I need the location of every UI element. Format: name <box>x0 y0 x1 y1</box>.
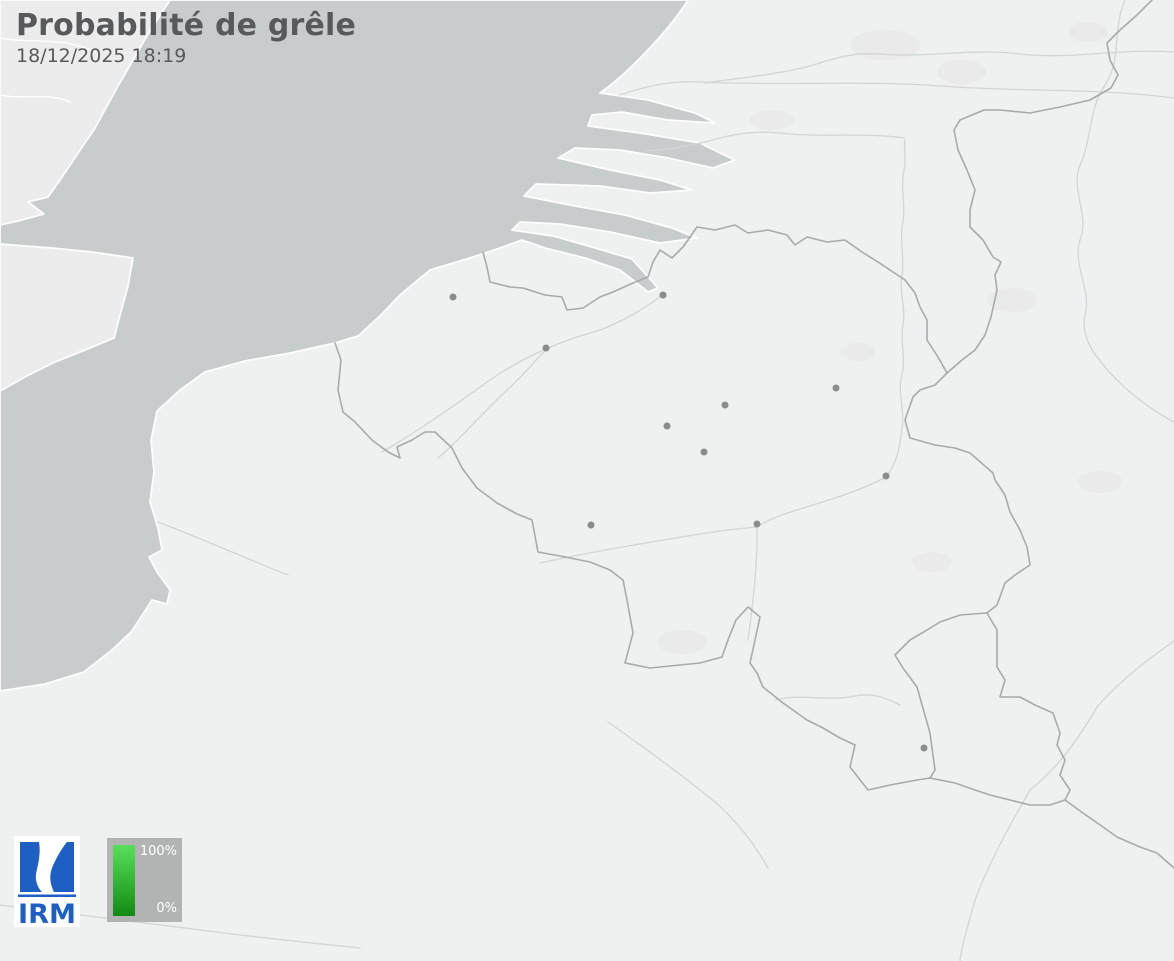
river-leie <box>381 348 547 453</box>
river-moselle <box>1029 640 1174 791</box>
border-belgium-germany <box>904 372 1031 614</box>
legend-gradient-bar <box>113 845 135 916</box>
probability-legend: 100% 0% <box>107 838 182 922</box>
city-dot <box>449 293 457 301</box>
legend-min-label: 0% <box>156 901 177 916</box>
city-dot <box>753 520 761 528</box>
border-netherlands-germany <box>946 0 1153 374</box>
river-meuse <box>747 139 906 641</box>
legend-max-label: 100% <box>139 844 177 859</box>
border-france-belgium <box>334 342 931 791</box>
city-dot <box>659 291 667 299</box>
city-dots <box>449 291 928 752</box>
city-dot <box>542 344 550 352</box>
river-rijn-lek <box>704 50 1174 84</box>
essex-river-2 <box>0 94 71 103</box>
logo-text: IRM <box>18 899 76 927</box>
north-sea <box>0 0 736 692</box>
england-kent <box>0 243 134 392</box>
forest-patches <box>657 22 1122 654</box>
river-semois <box>774 694 901 706</box>
border-belgium-netherlands <box>482 224 948 374</box>
logo-white-swoosh <box>35 842 67 892</box>
essex-river <box>0 37 96 53</box>
page-title: Probabilité de grêle <box>16 8 357 43</box>
river-oise <box>607 721 769 869</box>
river-sambre <box>539 526 757 564</box>
city-dot <box>587 521 595 529</box>
irm-logo: IRM <box>14 836 80 930</box>
city-dot <box>882 472 890 480</box>
logo-rule <box>18 894 76 897</box>
river-rhine <box>1076 0 1174 423</box>
timestamp: 18/12/2025 18:19 <box>16 45 187 67</box>
city-dot <box>663 422 671 430</box>
river-moselle-south <box>959 789 1031 961</box>
england-essex <box>0 0 171 226</box>
country-borders <box>334 0 1174 869</box>
river-lys <box>157 521 289 576</box>
city-dot <box>721 401 729 409</box>
border-belgium-luxembourg <box>894 612 988 779</box>
river-scheldt <box>437 295 662 459</box>
title-block: Probabilité de grêle 18/12/2025 18:19 <box>16 8 356 67</box>
city-dot <box>920 744 928 752</box>
irm-logo-graphic: IRM <box>14 836 80 930</box>
city-dot <box>832 384 840 392</box>
river-maas-west <box>644 131 906 152</box>
city-dot <box>700 448 708 456</box>
border-france-germany <box>1064 799 1174 869</box>
border-luxembourg-germany-france <box>929 612 1071 806</box>
river-waal <box>619 81 1174 99</box>
